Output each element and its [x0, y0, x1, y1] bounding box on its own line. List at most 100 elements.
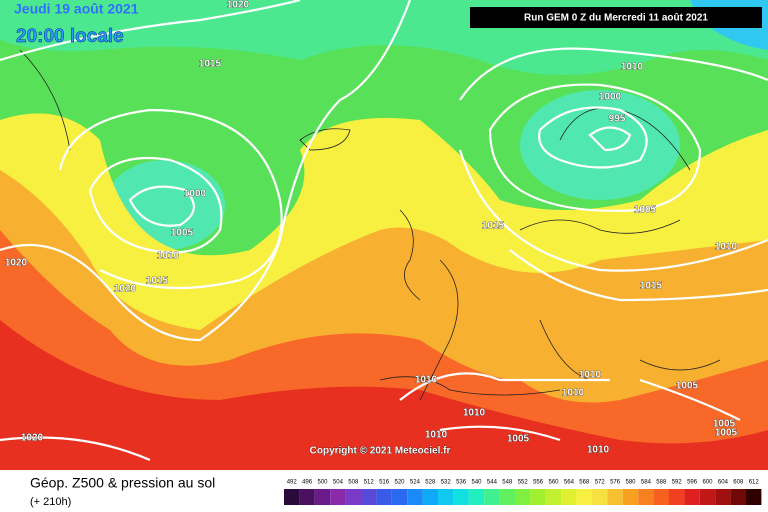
- legend-label: 608: [733, 480, 744, 486]
- legend-label: 512: [364, 480, 375, 486]
- isobar-label: 1020: [5, 258, 28, 269]
- legend-label: 496: [302, 480, 313, 486]
- legend-swatch: [730, 489, 746, 505]
- band-red-dark: [0, 320, 768, 470]
- isobar-label: 1020: [21, 433, 44, 444]
- legend-swatch: [746, 489, 762, 505]
- legend-swatch: [391, 489, 408, 505]
- legend-label: 588: [656, 480, 667, 486]
- legend-swatch: [438, 489, 454, 505]
- legend-label: 576: [610, 480, 621, 486]
- legend-label: 528: [425, 480, 436, 486]
- legend-label: 548: [502, 480, 513, 486]
- isobar-label: 1010: [579, 370, 602, 381]
- legend-swatch: [607, 489, 623, 505]
- isobar-label: 1005: [715, 428, 738, 439]
- isobar: [0, 372, 741, 462]
- legend-label: 552: [518, 480, 529, 486]
- isobar-label: 1015: [199, 59, 222, 70]
- legend-label: 544: [487, 480, 498, 486]
- isobar: [0, 0, 412, 342]
- isobar-label: 1010: [621, 62, 644, 73]
- isobar-label: 1000: [599, 92, 622, 103]
- legend-swatch: [407, 489, 423, 505]
- isobar-label: 1000: [184, 189, 207, 200]
- isobar: [459, 47, 768, 101]
- isobar-label: 1005: [507, 434, 530, 445]
- legend-swatch: [453, 489, 469, 505]
- legend-label: 524: [410, 480, 421, 486]
- legend-label: 584: [641, 480, 652, 486]
- isobar: [588, 126, 632, 152]
- legend-swatch: [515, 489, 531, 505]
- isobar-label: 1010: [415, 375, 438, 386]
- legend-label: 500: [317, 480, 328, 486]
- legend-label: 592: [672, 480, 683, 486]
- legend-label: 568: [579, 480, 590, 486]
- legend-swatch: [699, 489, 716, 505]
- legend-label: 492: [287, 480, 298, 486]
- legend-label: 504: [333, 480, 344, 486]
- isobar-label: 1005: [171, 228, 194, 239]
- legend-label: 520: [394, 480, 405, 486]
- isobar: [88, 156, 223, 254]
- legend-label: 596: [687, 480, 698, 486]
- legend-label: 532: [441, 480, 452, 486]
- footer-title: Géop. Z500 & pression au sol: [30, 475, 215, 491]
- legend-label: 536: [456, 480, 467, 486]
- isobar: [458, 149, 768, 272]
- isobar-label: 1010: [425, 430, 448, 441]
- isobar: [509, 249, 768, 302]
- isobar-label: 1020: [114, 284, 137, 295]
- isobar-label: 1010: [562, 388, 585, 399]
- legend-swatch: [684, 489, 700, 505]
- legend-label: 560: [548, 480, 559, 486]
- legend-swatch: [530, 489, 546, 505]
- map-time: 20:00 locale: [16, 26, 124, 47]
- legend-swatch: [299, 489, 315, 505]
- isobar-label: 1010: [157, 251, 180, 262]
- legend-swatch: [345, 489, 361, 505]
- legend-label: 612: [749, 480, 760, 486]
- legend-label: 508: [348, 480, 359, 486]
- legend-swatch: [422, 489, 438, 505]
- legend-swatch: [638, 489, 654, 505]
- copyright: Copyright © 2021 Meteociel.fr: [310, 446, 451, 457]
- legend-swatch: [361, 489, 377, 505]
- isobar-label: 1010: [587, 445, 610, 456]
- footer-lead: (+ 210h): [30, 496, 71, 508]
- legend-swatch: [545, 489, 562, 505]
- isobar: [58, 108, 283, 290]
- legend-swatch: [669, 489, 685, 505]
- isobar-label: 1010: [463, 408, 486, 419]
- legend-swatch: [484, 489, 500, 505]
- legend-swatch: [284, 489, 300, 505]
- map-date: Jeudi 19 août 2021: [14, 1, 139, 17]
- legend-swatch: [592, 489, 608, 505]
- isobar-label: 1020: [227, 0, 250, 11]
- legend-swatch: [576, 489, 592, 505]
- run-box: [470, 7, 762, 28]
- legend-swatch: [561, 489, 577, 505]
- legend-swatch: [715, 489, 731, 505]
- isobar-label: 1015: [482, 221, 505, 232]
- legend-label: 564: [564, 480, 575, 486]
- legend-swatch: [622, 489, 639, 505]
- legend-swatch: [653, 489, 669, 505]
- legend-label: 604: [718, 480, 729, 486]
- legend-swatch: [376, 489, 392, 505]
- isobar-label: 1005: [676, 381, 699, 392]
- legend-label: 580: [625, 480, 636, 486]
- legend-label: 556: [533, 480, 544, 486]
- legend-swatch: [499, 489, 515, 505]
- isobar: [538, 106, 648, 169]
- isobar: [128, 185, 195, 227]
- legend-label: 516: [379, 480, 390, 486]
- legend-swatch: [330, 489, 346, 505]
- isobar-label: 1010: [715, 242, 738, 253]
- isobar-label: 1015: [640, 281, 663, 292]
- isobar: [488, 83, 702, 212]
- isobar-label: 995: [609, 114, 626, 125]
- legend-swatch: [314, 489, 331, 505]
